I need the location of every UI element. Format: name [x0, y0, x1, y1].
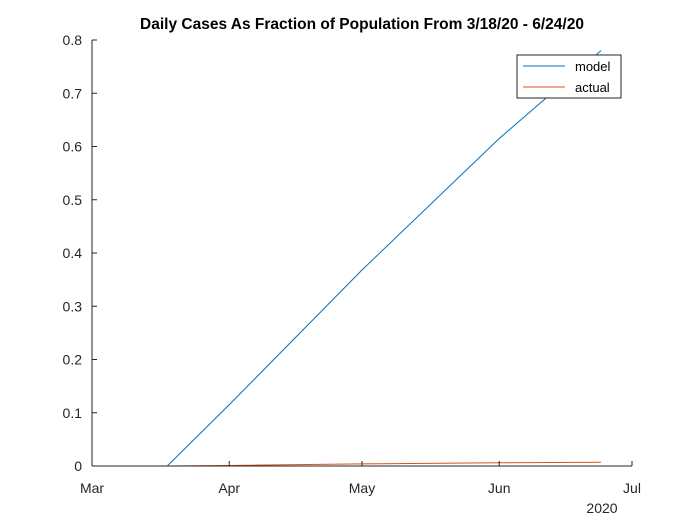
plot-lines — [166, 50, 602, 467]
y-tick-label: 0.6 — [63, 139, 83, 155]
y-tick-label: 0.3 — [63, 298, 83, 314]
x-year-label: 2020 — [586, 500, 617, 516]
legend-box — [516, 54, 622, 99]
chart-title: Daily Cases As Fraction of Population Fr… — [140, 16, 584, 33]
y-tick-label: 0.8 — [63, 32, 83, 48]
x-tick-label: Mar — [80, 480, 104, 496]
y-tick-label: 0.4 — [63, 245, 83, 261]
y-tick-label: 0.7 — [63, 85, 83, 101]
y-tick-label: 0.1 — [63, 405, 83, 421]
legend-label-actual: actual — [575, 80, 610, 95]
axes: 0 0.1 0.2 0.3 0.4 0.5 0.6 0.7 0.8 Mar Apr May Jun Jul… — [63, 32, 641, 516]
series-line-actual — [167, 461, 602, 467]
y-tick-label: 0.5 — [63, 192, 83, 208]
x-tick-label: Jun — [488, 480, 511, 496]
x-tick-label: Apr — [218, 480, 240, 496]
series-line-model — [166, 50, 602, 467]
x-tick-label: Jul — [623, 480, 641, 496]
x-tick-label: May — [349, 480, 375, 496]
legend-label-model: model — [575, 59, 611, 74]
y-tick-label: 0.2 — [63, 352, 83, 368]
legend: model actual — [516, 54, 622, 99]
y-tick-label: 0 — [74, 458, 82, 474]
